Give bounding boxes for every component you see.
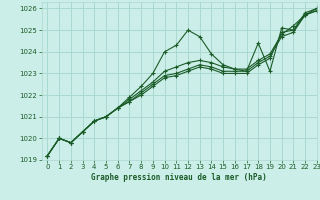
X-axis label: Graphe pression niveau de la mer (hPa): Graphe pression niveau de la mer (hPa) bbox=[91, 173, 267, 182]
